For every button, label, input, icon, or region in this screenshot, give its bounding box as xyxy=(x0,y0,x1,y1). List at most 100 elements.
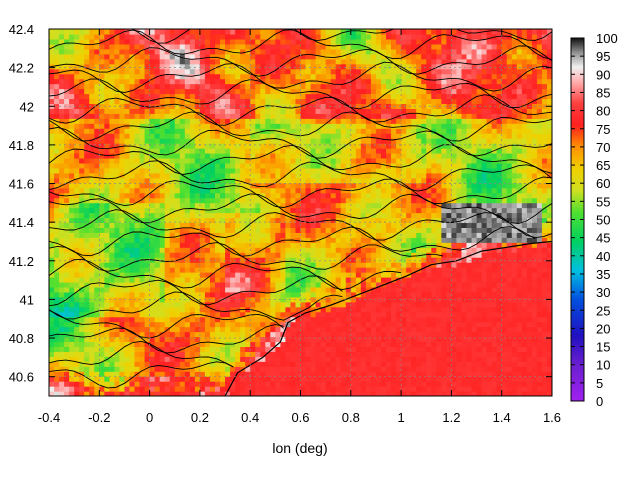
heat-cell xyxy=(265,202,271,209)
heat-cell xyxy=(214,227,221,233)
heat-cell xyxy=(335,366,342,372)
heat-cell xyxy=(109,301,115,308)
heat-cell xyxy=(194,386,201,392)
heat-cell xyxy=(174,381,181,387)
heat-cell xyxy=(476,187,483,194)
heat-cell xyxy=(380,366,387,372)
heat-cell xyxy=(149,262,156,268)
heat-cell xyxy=(240,162,246,169)
heat-cell xyxy=(240,202,246,209)
heat-cell xyxy=(501,366,508,372)
heat-cell xyxy=(345,391,352,396)
heat-cell xyxy=(365,222,372,228)
heat-cell xyxy=(270,326,276,333)
heat-cell xyxy=(280,301,287,308)
heat-cell xyxy=(114,331,121,338)
heat-cell xyxy=(164,162,171,169)
heat-cell xyxy=(154,252,161,258)
heat-cell xyxy=(330,162,337,169)
heat-cell xyxy=(401,316,407,323)
heat-cell xyxy=(451,276,458,283)
heat-cell xyxy=(154,356,161,362)
heat-cell xyxy=(225,276,231,283)
heat-cell xyxy=(531,148,538,154)
heat-cell xyxy=(541,257,548,263)
heat-cell xyxy=(250,391,256,396)
heat-cell xyxy=(159,331,166,338)
heat-cell xyxy=(536,281,543,288)
heat-cell xyxy=(79,202,85,209)
heat-cell xyxy=(375,356,382,362)
heat-cell xyxy=(380,167,387,174)
heat-cell xyxy=(104,281,110,288)
heat-cell xyxy=(471,361,478,367)
heat-cell xyxy=(240,177,246,184)
heat-cell xyxy=(350,232,357,238)
heat-cell xyxy=(380,321,387,328)
heat-cell xyxy=(416,212,422,219)
heat-cell xyxy=(451,257,458,263)
heat-cell xyxy=(380,291,387,298)
heat-cell xyxy=(144,252,151,258)
heat-cell xyxy=(536,351,543,357)
heat-cell xyxy=(290,252,297,258)
heat-cell xyxy=(250,381,256,387)
heat-cell xyxy=(320,157,327,164)
heat-cell xyxy=(64,356,70,362)
heat-cell xyxy=(124,242,131,248)
heat-cell xyxy=(245,291,251,298)
heat-cell xyxy=(250,257,256,263)
heat-cell xyxy=(391,242,397,248)
heat-cell xyxy=(536,286,543,293)
heat-cell xyxy=(436,232,442,238)
heat-cell xyxy=(375,262,382,268)
heat-cell xyxy=(546,371,552,377)
heat-cell xyxy=(109,232,115,238)
heat-cell xyxy=(290,346,297,352)
heat-cell xyxy=(199,262,206,268)
heat-cell xyxy=(501,222,508,228)
heat-cell xyxy=(446,381,452,387)
heat-cell xyxy=(275,351,281,357)
heat-cell xyxy=(436,316,442,323)
heat-cell xyxy=(84,316,90,323)
heat-cell xyxy=(64,286,70,293)
heat-cell xyxy=(94,262,100,268)
heat-cell xyxy=(54,356,60,362)
heat-cell xyxy=(380,326,387,333)
heat-cell xyxy=(129,276,136,283)
heat-cell xyxy=(179,162,186,169)
heat-cell xyxy=(159,386,166,392)
heat-cell xyxy=(330,207,337,214)
heat-cell xyxy=(325,366,332,372)
heat-cell xyxy=(511,366,518,372)
heat-cell xyxy=(199,157,206,164)
heat-cell xyxy=(124,217,131,224)
heat-cell xyxy=(466,207,473,214)
heat-cell xyxy=(79,272,85,278)
heat-cell xyxy=(506,252,513,258)
heat-cell xyxy=(546,217,552,224)
heat-cell xyxy=(69,301,75,308)
heat-cell xyxy=(134,376,141,382)
heat-cell xyxy=(260,296,266,303)
heat-cell xyxy=(99,162,105,169)
heat-cell xyxy=(290,182,297,189)
heat-cell xyxy=(501,197,508,204)
heat-cell xyxy=(225,291,231,298)
heat-cell xyxy=(436,182,442,189)
heat-cell xyxy=(476,381,483,387)
heat-cell xyxy=(345,286,352,293)
heat-cell xyxy=(134,177,141,184)
heat-cell xyxy=(184,346,191,352)
heat-cell xyxy=(129,296,136,303)
heat-cell xyxy=(401,281,407,288)
heat-cell xyxy=(285,202,292,209)
heat-cell xyxy=(164,361,171,367)
heat-cell xyxy=(406,177,412,184)
heat-cell xyxy=(214,197,221,204)
heat-cell xyxy=(526,262,533,268)
heat-cell xyxy=(521,306,528,313)
heat-cell xyxy=(391,222,397,228)
heat-cell xyxy=(129,286,136,293)
